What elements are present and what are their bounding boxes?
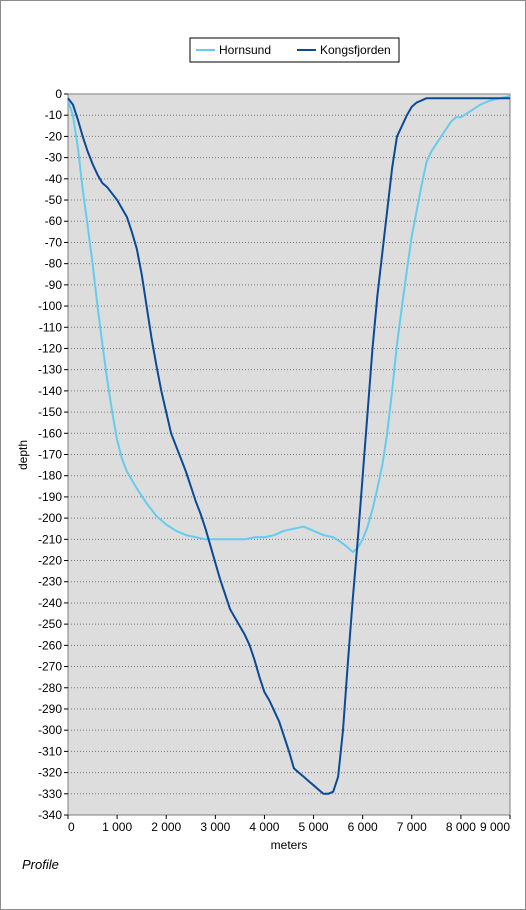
x-tick-label: 8 000: [446, 820, 476, 834]
x-tick-label: 2 000: [151, 820, 181, 834]
y-tick-label: -290: [38, 702, 62, 716]
y-tick-label: -120: [38, 341, 62, 355]
x-tick-label: 5 000: [299, 820, 329, 834]
y-tick-label: -10: [45, 108, 63, 122]
y-tick-label: -320: [38, 766, 62, 780]
y-tick-label: -160: [38, 426, 62, 440]
y-tick-label: -20: [45, 129, 63, 143]
x-tick-label: 6 000: [348, 820, 378, 834]
y-tick-label: -230: [38, 575, 62, 589]
x-tick-label: 7 000: [397, 820, 427, 834]
legend-label-hornsund: Hornsund: [219, 43, 271, 57]
y-tick-label: 0: [55, 87, 62, 101]
y-tick-label: -30: [45, 151, 63, 165]
y-tick-label: -140: [38, 384, 62, 398]
chart-caption: Profile: [22, 857, 59, 872]
y-tick-label: -80: [45, 257, 63, 271]
x-axis-ticks: 0 1 000 2 000 3 000 4 000 5 000 6 000 7 000 8 00…: [67, 815, 511, 834]
y-tick-label: -110: [39, 320, 62, 334]
y-tick-label: -280: [38, 681, 62, 695]
y-tick-label: -170: [38, 448, 62, 462]
series-lines: [67, 95, 511, 795]
plot-area: [67, 93, 511, 816]
y-tick-label: -50: [45, 193, 63, 207]
series-line-hornsund: [67, 95, 511, 553]
y-tick-label: -180: [38, 469, 62, 483]
y-tick-label: -40: [45, 172, 63, 186]
x-tick-label: 9 000: [480, 820, 510, 834]
y-tick-label: -150: [38, 405, 62, 419]
y-tick-label: -220: [38, 554, 62, 568]
y-tick-label: -210: [38, 532, 62, 546]
y-tick-label: -130: [38, 363, 62, 377]
series-line-kongsfjorden: [67, 97, 510, 795]
x-tick-label: 1 000: [102, 820, 132, 834]
legend: Hornsund Kongsfjorden: [189, 37, 400, 63]
y-tick-label: -90: [45, 278, 63, 292]
y-tick-label: -100: [38, 299, 62, 313]
x-tick-label: 0: [68, 820, 75, 834]
y-tick-label: -330: [38, 787, 62, 801]
y-tick-label: -250: [38, 617, 62, 631]
y-axis-label: depth: [16, 440, 30, 470]
y-tick-label: -60: [45, 214, 63, 228]
legend-label-kongsfjorden: Kongsfjorden: [320, 43, 391, 57]
y-tick-label: -70: [45, 235, 63, 249]
x-tick-label: 4 000: [249, 820, 279, 834]
y-axis-ticks: 0 -10 -20 -30 -40 -50 -60 -70 -80 -90 -100 -110 -120…: [38, 87, 68, 822]
legend-box: [189, 37, 400, 63]
x-axis-label: meters: [271, 838, 308, 852]
y-tick-label: -300: [38, 723, 62, 737]
y-tick-label: -240: [38, 596, 62, 610]
x-tick-label: 3 000: [200, 820, 230, 834]
y-tick-label: -200: [38, 511, 62, 525]
y-tick-label: -340: [38, 808, 62, 822]
y-tick-label: -260: [38, 638, 62, 652]
y-tick-label: -270: [38, 660, 62, 674]
y-tick-label: -310: [38, 744, 62, 758]
y-tick-label: -190: [38, 490, 62, 504]
